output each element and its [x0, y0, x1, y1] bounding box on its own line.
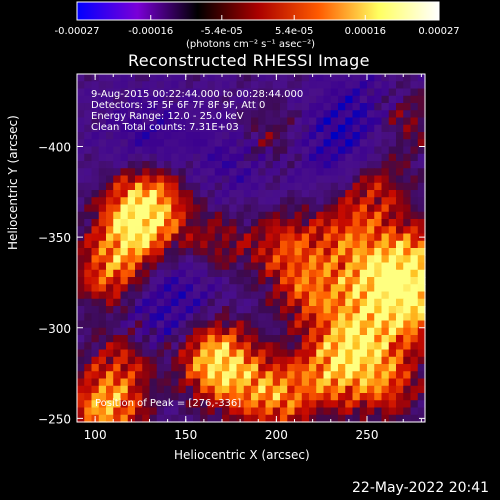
colorbar-tick-label: 5.4e-05	[275, 26, 313, 37]
colorbar: -0.00027 -0.00016 -5.4e-05 5.4e-05 0.00016 0.…	[55, 1, 460, 37]
y-tick-label: −350	[38, 231, 71, 245]
colorbar-tick-label: 0.00016	[345, 26, 386, 37]
x-tick-label: 250	[356, 428, 379, 442]
colorbar-unit-label: (photons cm⁻² s⁻¹ asec⁻²)	[186, 39, 316, 50]
peak-position-text: Position of Peak = [276,-336]	[95, 398, 242, 409]
x-tick-label: 100	[84, 428, 107, 442]
heatmap-image	[77, 74, 426, 423]
y-tick-label: −400	[38, 141, 71, 155]
colorbar-tick-label: 0.00027	[418, 26, 459, 37]
time-range-text: 9-Aug-2015 00:22:44.000 to 00:28:44.000	[91, 89, 304, 100]
clean-counts-text: Clean Total counts: 7.31E+03	[91, 122, 239, 133]
x-tick-label: 150	[174, 428, 197, 442]
colorbar-tick-label: -5.4e-05	[201, 26, 243, 37]
y-tick-label: −300	[38, 322, 71, 336]
footer-datetime: 22-May-2022 20:41	[352, 480, 490, 496]
y-tick-label: −250	[38, 412, 71, 426]
x-axis-label: Heliocentric X (arcsec)	[174, 448, 310, 462]
observation-annotations: 9-Aug-2015 00:22:44.000 to 00:28:44.000 …	[91, 89, 303, 133]
y-axis-label: Heliocentric Y (arcsec)	[6, 115, 20, 250]
chart-title: Reconstructed RHESSI Image	[128, 51, 370, 70]
colorbar-tick-label: -0.00016	[128, 26, 173, 37]
colorbar-tick-label: -0.00027	[55, 26, 100, 37]
energy-range-text: Energy Range: 12.0 - 25.0 keV	[91, 111, 244, 122]
detectors-text: Detectors: 3F 5F 6F 7F 8F 9F, Att 0	[91, 100, 266, 111]
x-tick-label: 200	[265, 428, 288, 442]
plot-frame	[76, 73, 426, 423]
